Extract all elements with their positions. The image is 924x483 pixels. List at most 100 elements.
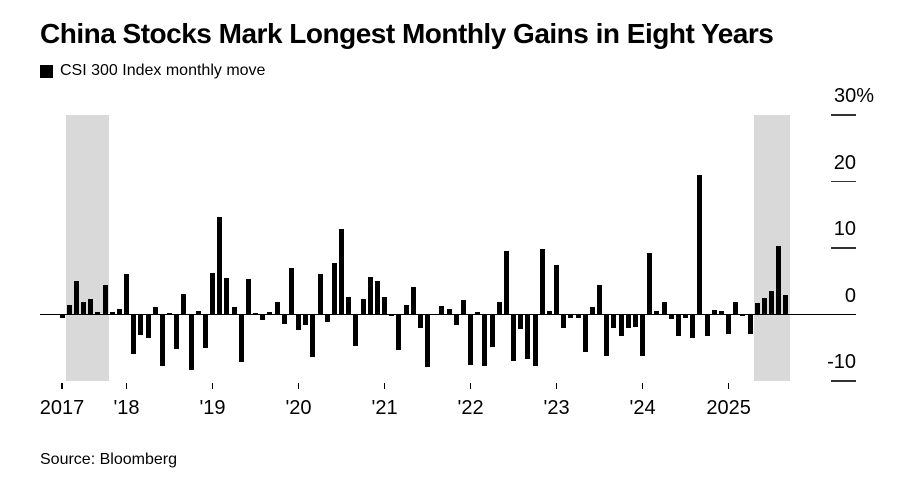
- bar: [761, 297, 767, 315]
- bar: [604, 314, 610, 356]
- y-axis-label: -10: [827, 350, 856, 373]
- bar: [733, 301, 739, 315]
- chart-title: China Stocks Mark Longest Monthly Gains …: [40, 18, 774, 49]
- bar: [726, 314, 732, 335]
- bar: [783, 294, 789, 315]
- bar: [769, 291, 775, 315]
- bar: [253, 312, 259, 315]
- bar: [718, 311, 724, 315]
- y-axis-label: 30%: [833, 85, 874, 108]
- bar: [489, 314, 495, 348]
- bar: [654, 310, 660, 315]
- bar: [245, 278, 251, 315]
- x-axis-tick: [125, 383, 128, 389]
- bar: [389, 314, 395, 317]
- legend-swatch-icon: [40, 64, 53, 78]
- bar: [231, 307, 237, 315]
- bar: [224, 277, 230, 315]
- bar: [317, 273, 323, 315]
- bar: [568, 314, 574, 318]
- zero-axis-line: [40, 313, 856, 316]
- bar: [640, 314, 646, 357]
- x-axis-label: '22: [457, 397, 484, 419]
- bar: [396, 314, 402, 351]
- bar: [124, 273, 129, 315]
- bar: [539, 249, 545, 315]
- bar: [446, 308, 452, 315]
- bar: [697, 174, 703, 315]
- x-axis-label: '18: [113, 397, 140, 419]
- bar: [554, 265, 560, 315]
- bar: [511, 314, 517, 361]
- bar: [288, 267, 294, 315]
- bar: [683, 314, 689, 319]
- bar: [460, 299, 466, 315]
- x-axis-label: '21: [371, 397, 398, 419]
- x-axis-tick: [211, 383, 214, 389]
- bar: [159, 314, 165, 366]
- bar: [260, 314, 266, 321]
- bar: [425, 314, 431, 367]
- y-axis-tick: [831, 114, 856, 116]
- bar: [281, 314, 287, 325]
- x-axis-tick: [641, 383, 644, 389]
- bar: [59, 314, 65, 318]
- highlight-band: [65, 115, 109, 381]
- x-axis-tick: [297, 383, 300, 389]
- bar: [575, 314, 581, 318]
- bar: [181, 293, 187, 315]
- y-axis-label: 0: [844, 284, 856, 307]
- bar: [360, 298, 366, 315]
- bar: [73, 281, 79, 315]
- bar: [747, 314, 753, 335]
- x-axis-tick: [61, 383, 63, 389]
- bar: [668, 314, 674, 320]
- highlight-band: [753, 115, 790, 381]
- bar: [367, 277, 373, 315]
- bar: [754, 302, 760, 315]
- x-axis-label: 2025: [706, 397, 751, 419]
- bar: [597, 284, 603, 315]
- bar: [632, 314, 638, 328]
- bar: [776, 246, 782, 315]
- bar: [546, 311, 552, 315]
- bar: [417, 314, 423, 328]
- bar: [475, 311, 481, 315]
- bar: [145, 314, 151, 339]
- bar: [503, 250, 509, 315]
- bar: [274, 301, 280, 315]
- bar: [382, 296, 388, 315]
- bar: [217, 217, 223, 315]
- bar: [611, 314, 617, 328]
- bar: [453, 314, 459, 326]
- bar: [410, 287, 416, 315]
- bar: [482, 314, 488, 367]
- x-axis-tick: [727, 383, 730, 389]
- bar: [525, 314, 531, 360]
- bar: [582, 314, 588, 353]
- bar: [496, 301, 502, 315]
- bar: [518, 314, 524, 330]
- bar: [647, 252, 653, 315]
- bar: [109, 311, 115, 315]
- bar: [95, 311, 101, 315]
- bar: [468, 314, 474, 365]
- source-label: Source: Bloomberg: [40, 451, 177, 468]
- x-axis-label: '19: [199, 397, 226, 419]
- x-axis-label: '20: [285, 397, 312, 419]
- bar: [296, 314, 302, 330]
- x-axis-tick: [383, 383, 386, 389]
- bar: [403, 304, 409, 315]
- bar: [310, 314, 316, 358]
- bar: [116, 308, 122, 315]
- x-axis-label: 2017: [39, 397, 85, 419]
- bar: [346, 297, 352, 315]
- bar: [210, 272, 216, 315]
- legend: CSI 300 Index monthly move: [40, 62, 265, 80]
- bar: [625, 314, 631, 329]
- y-axis-tick: [831, 247, 856, 249]
- bar: [704, 314, 710, 336]
- bar: [532, 314, 538, 367]
- y-axis-tick: [831, 180, 856, 183]
